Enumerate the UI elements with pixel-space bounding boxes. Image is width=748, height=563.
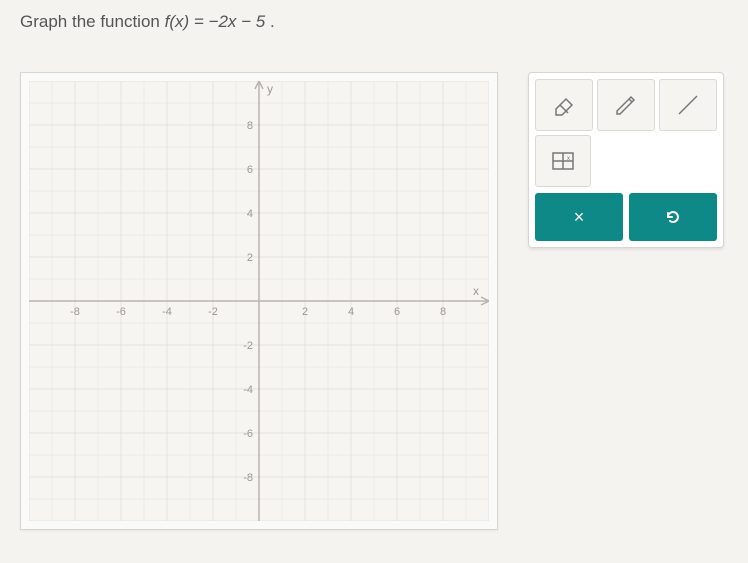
- svg-text:-2: -2: [208, 306, 218, 318]
- pencil-icon: [612, 91, 640, 119]
- prompt-suffix: .: [270, 12, 275, 31]
- svg-text:x: x: [567, 156, 570, 162]
- svg-text:8: 8: [440, 306, 446, 318]
- line-icon: [674, 91, 702, 119]
- svg-text:6: 6: [394, 306, 400, 318]
- undo-icon: [663, 207, 683, 227]
- tool-palette: x ×: [528, 72, 724, 248]
- svg-text:4: 4: [348, 306, 354, 318]
- prompt-prefix: Graph the function: [20, 12, 165, 31]
- svg-text:6: 6: [247, 164, 253, 176]
- svg-text:2: 2: [247, 252, 253, 264]
- svg-text:x: x: [473, 284, 479, 298]
- svg-text:8: 8: [247, 120, 253, 132]
- svg-text:-2: -2: [243, 340, 253, 352]
- table-tool[interactable]: x: [535, 135, 591, 187]
- eraser-tool[interactable]: [535, 79, 593, 131]
- svg-text:-4: -4: [162, 306, 172, 318]
- svg-text:4: 4: [247, 208, 253, 220]
- svg-text:y: y: [267, 82, 273, 96]
- undo-button[interactable]: [629, 193, 717, 241]
- line-tool[interactable]: [659, 79, 717, 131]
- coordinate-grid[interactable]: -8 -6 -4 -2 2 4 6 8 8 6 4 2 -2 -4 -6 -8 x y: [29, 81, 489, 521]
- close-icon: ×: [574, 207, 585, 228]
- close-button[interactable]: ×: [535, 193, 623, 241]
- table-icon: x: [550, 150, 576, 172]
- graph-panel: -8 -6 -4 -2 2 4 6 8 8 6 4 2 -2 -4 -6 -8 x y: [20, 72, 498, 530]
- question-prompt: Graph the function f(x) = −2x − 5 .: [20, 12, 728, 32]
- svg-text:-4: -4: [243, 384, 253, 396]
- svg-text:-6: -6: [116, 306, 126, 318]
- svg-text:-8: -8: [243, 472, 253, 484]
- pencil-tool[interactable]: [597, 79, 655, 131]
- eraser-icon: [550, 91, 578, 119]
- svg-text:-8: -8: [70, 306, 80, 318]
- prompt-function: f(x) = −2x − 5: [165, 12, 266, 31]
- svg-text:-6: -6: [243, 428, 253, 440]
- svg-text:2: 2: [302, 306, 308, 318]
